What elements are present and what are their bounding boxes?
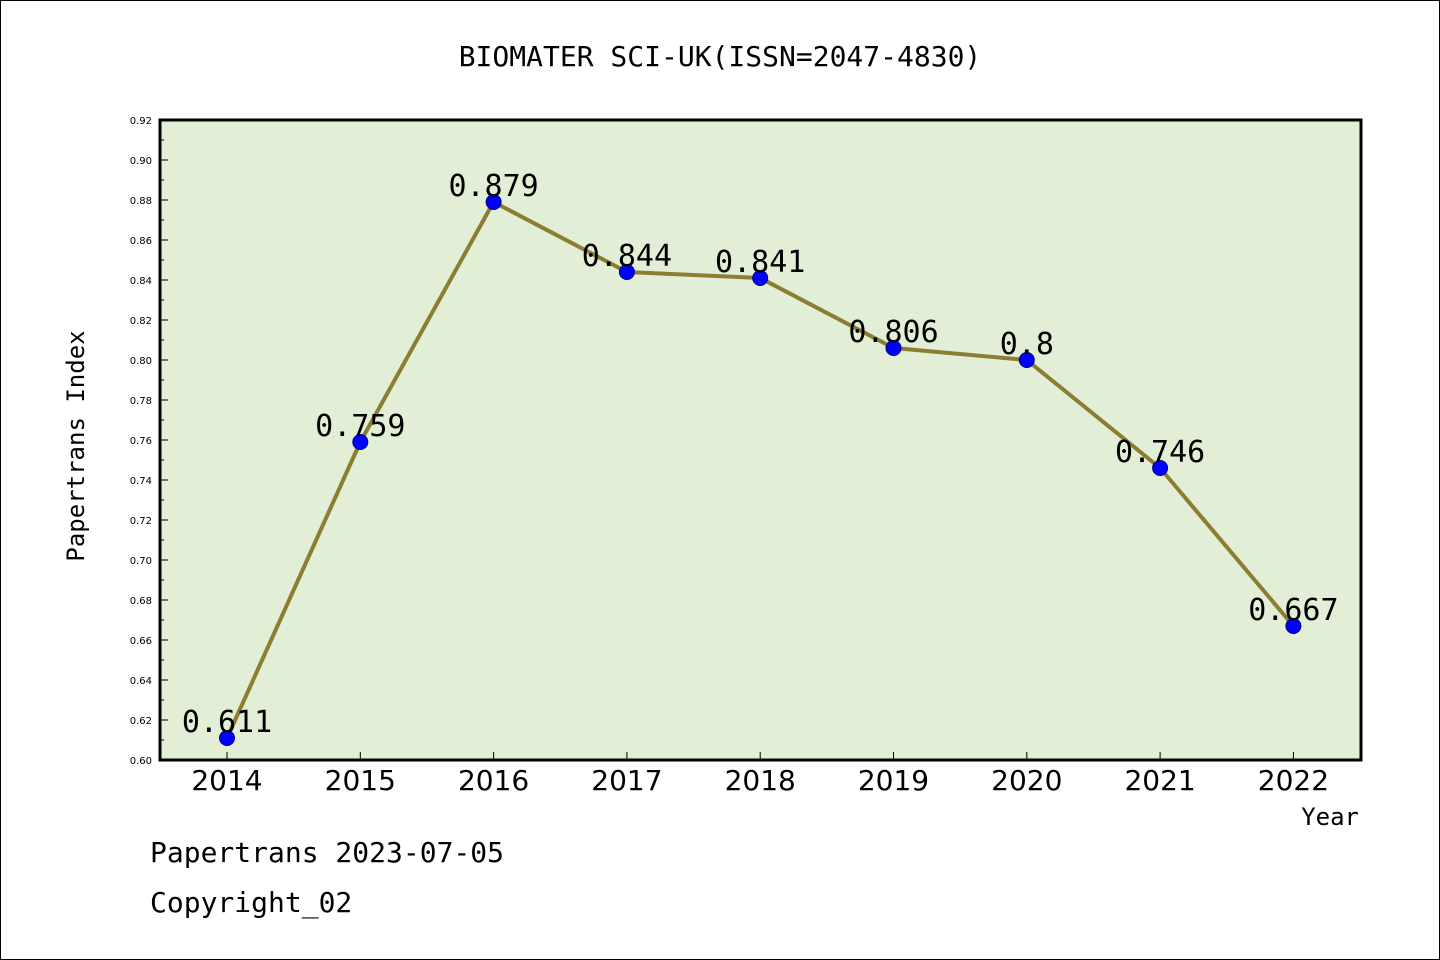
y-tick-label: 0.74 bbox=[130, 476, 152, 487]
x-tick-label: 2014 bbox=[191, 764, 262, 797]
data-label: 0.806 bbox=[848, 315, 938, 350]
series-markers bbox=[219, 194, 1302, 746]
x-tick-label: 2017 bbox=[591, 764, 662, 797]
y-tick-label: 0.76 bbox=[130, 436, 152, 447]
y-tick-label: 0.86 bbox=[130, 236, 152, 247]
x-tick-label: 2021 bbox=[1124, 764, 1195, 797]
footer-date: Papertrans 2023-07-05 bbox=[150, 836, 505, 869]
footer-copyright: Copyright_02 bbox=[150, 886, 353, 919]
y-axis: 0.60 0.62 0.64 0.66 0.68 0.70 0.72 0.74 0.76 0.78… bbox=[130, 116, 168, 767]
x-axis-label: Year bbox=[1301, 803, 1359, 831]
data-label: 0.841 bbox=[715, 245, 805, 280]
y-tick-label: 0.70 bbox=[130, 556, 152, 567]
y-tick-label: 0.68 bbox=[130, 596, 152, 607]
data-label: 0.746 bbox=[1115, 435, 1205, 470]
data-label: 0.879 bbox=[448, 169, 538, 204]
x-tick-label: 2016 bbox=[458, 764, 529, 797]
y-tick-label: 0.84 bbox=[130, 276, 152, 287]
data-point bbox=[485, 194, 502, 210]
y-axis-label: Papertrans Index bbox=[62, 330, 90, 561]
y-tick-label: 0.78 bbox=[130, 396, 152, 407]
data-point bbox=[1018, 352, 1035, 368]
x-tick-label: 2020 bbox=[991, 764, 1062, 797]
y-tick-label: 0.88 bbox=[130, 196, 152, 207]
y-tick-label: 0.82 bbox=[130, 316, 152, 327]
data-label: 0.844 bbox=[582, 239, 672, 274]
y-tick-label: 0.60 bbox=[130, 756, 152, 767]
data-point bbox=[752, 270, 769, 286]
x-axis: 2014 2015 2016 2017 2018 2019 2020 2021 2022 bbox=[191, 752, 1329, 797]
data-point bbox=[1152, 460, 1169, 476]
data-point bbox=[352, 434, 369, 450]
y-tick-label: 0.92 bbox=[130, 116, 152, 127]
y-tick-label: 0.90 bbox=[130, 156, 152, 167]
data-point bbox=[1285, 618, 1302, 634]
x-tick-label: 2022 bbox=[1258, 764, 1329, 797]
y-tick-label: 0.72 bbox=[130, 516, 152, 527]
y-tick-label: 0.66 bbox=[130, 636, 152, 647]
y-tick-label: 0.64 bbox=[130, 676, 152, 687]
x-tick-label: 2015 bbox=[325, 764, 396, 797]
data-label: 0.611 bbox=[182, 705, 272, 740]
data-label: 0.8 bbox=[1000, 327, 1054, 362]
chart-title: BIOMATER SCI-UK(ISSN=2047-4830) bbox=[459, 40, 982, 73]
y-tick-label: 0.62 bbox=[130, 716, 152, 727]
data-label: 0.667 bbox=[1248, 593, 1338, 628]
data-labels: 0.611 0.759 0.879 0.844 0.841 0.806 0.8 0.746 0.… bbox=[182, 169, 1339, 740]
data-point bbox=[885, 340, 902, 356]
data-point bbox=[219, 730, 235, 746]
data-point bbox=[618, 264, 635, 280]
y-tick-label: 0.80 bbox=[130, 356, 152, 367]
data-label: 0.759 bbox=[315, 409, 405, 444]
x-tick-label: 2019 bbox=[858, 764, 929, 797]
x-tick-label: 2018 bbox=[725, 764, 796, 797]
